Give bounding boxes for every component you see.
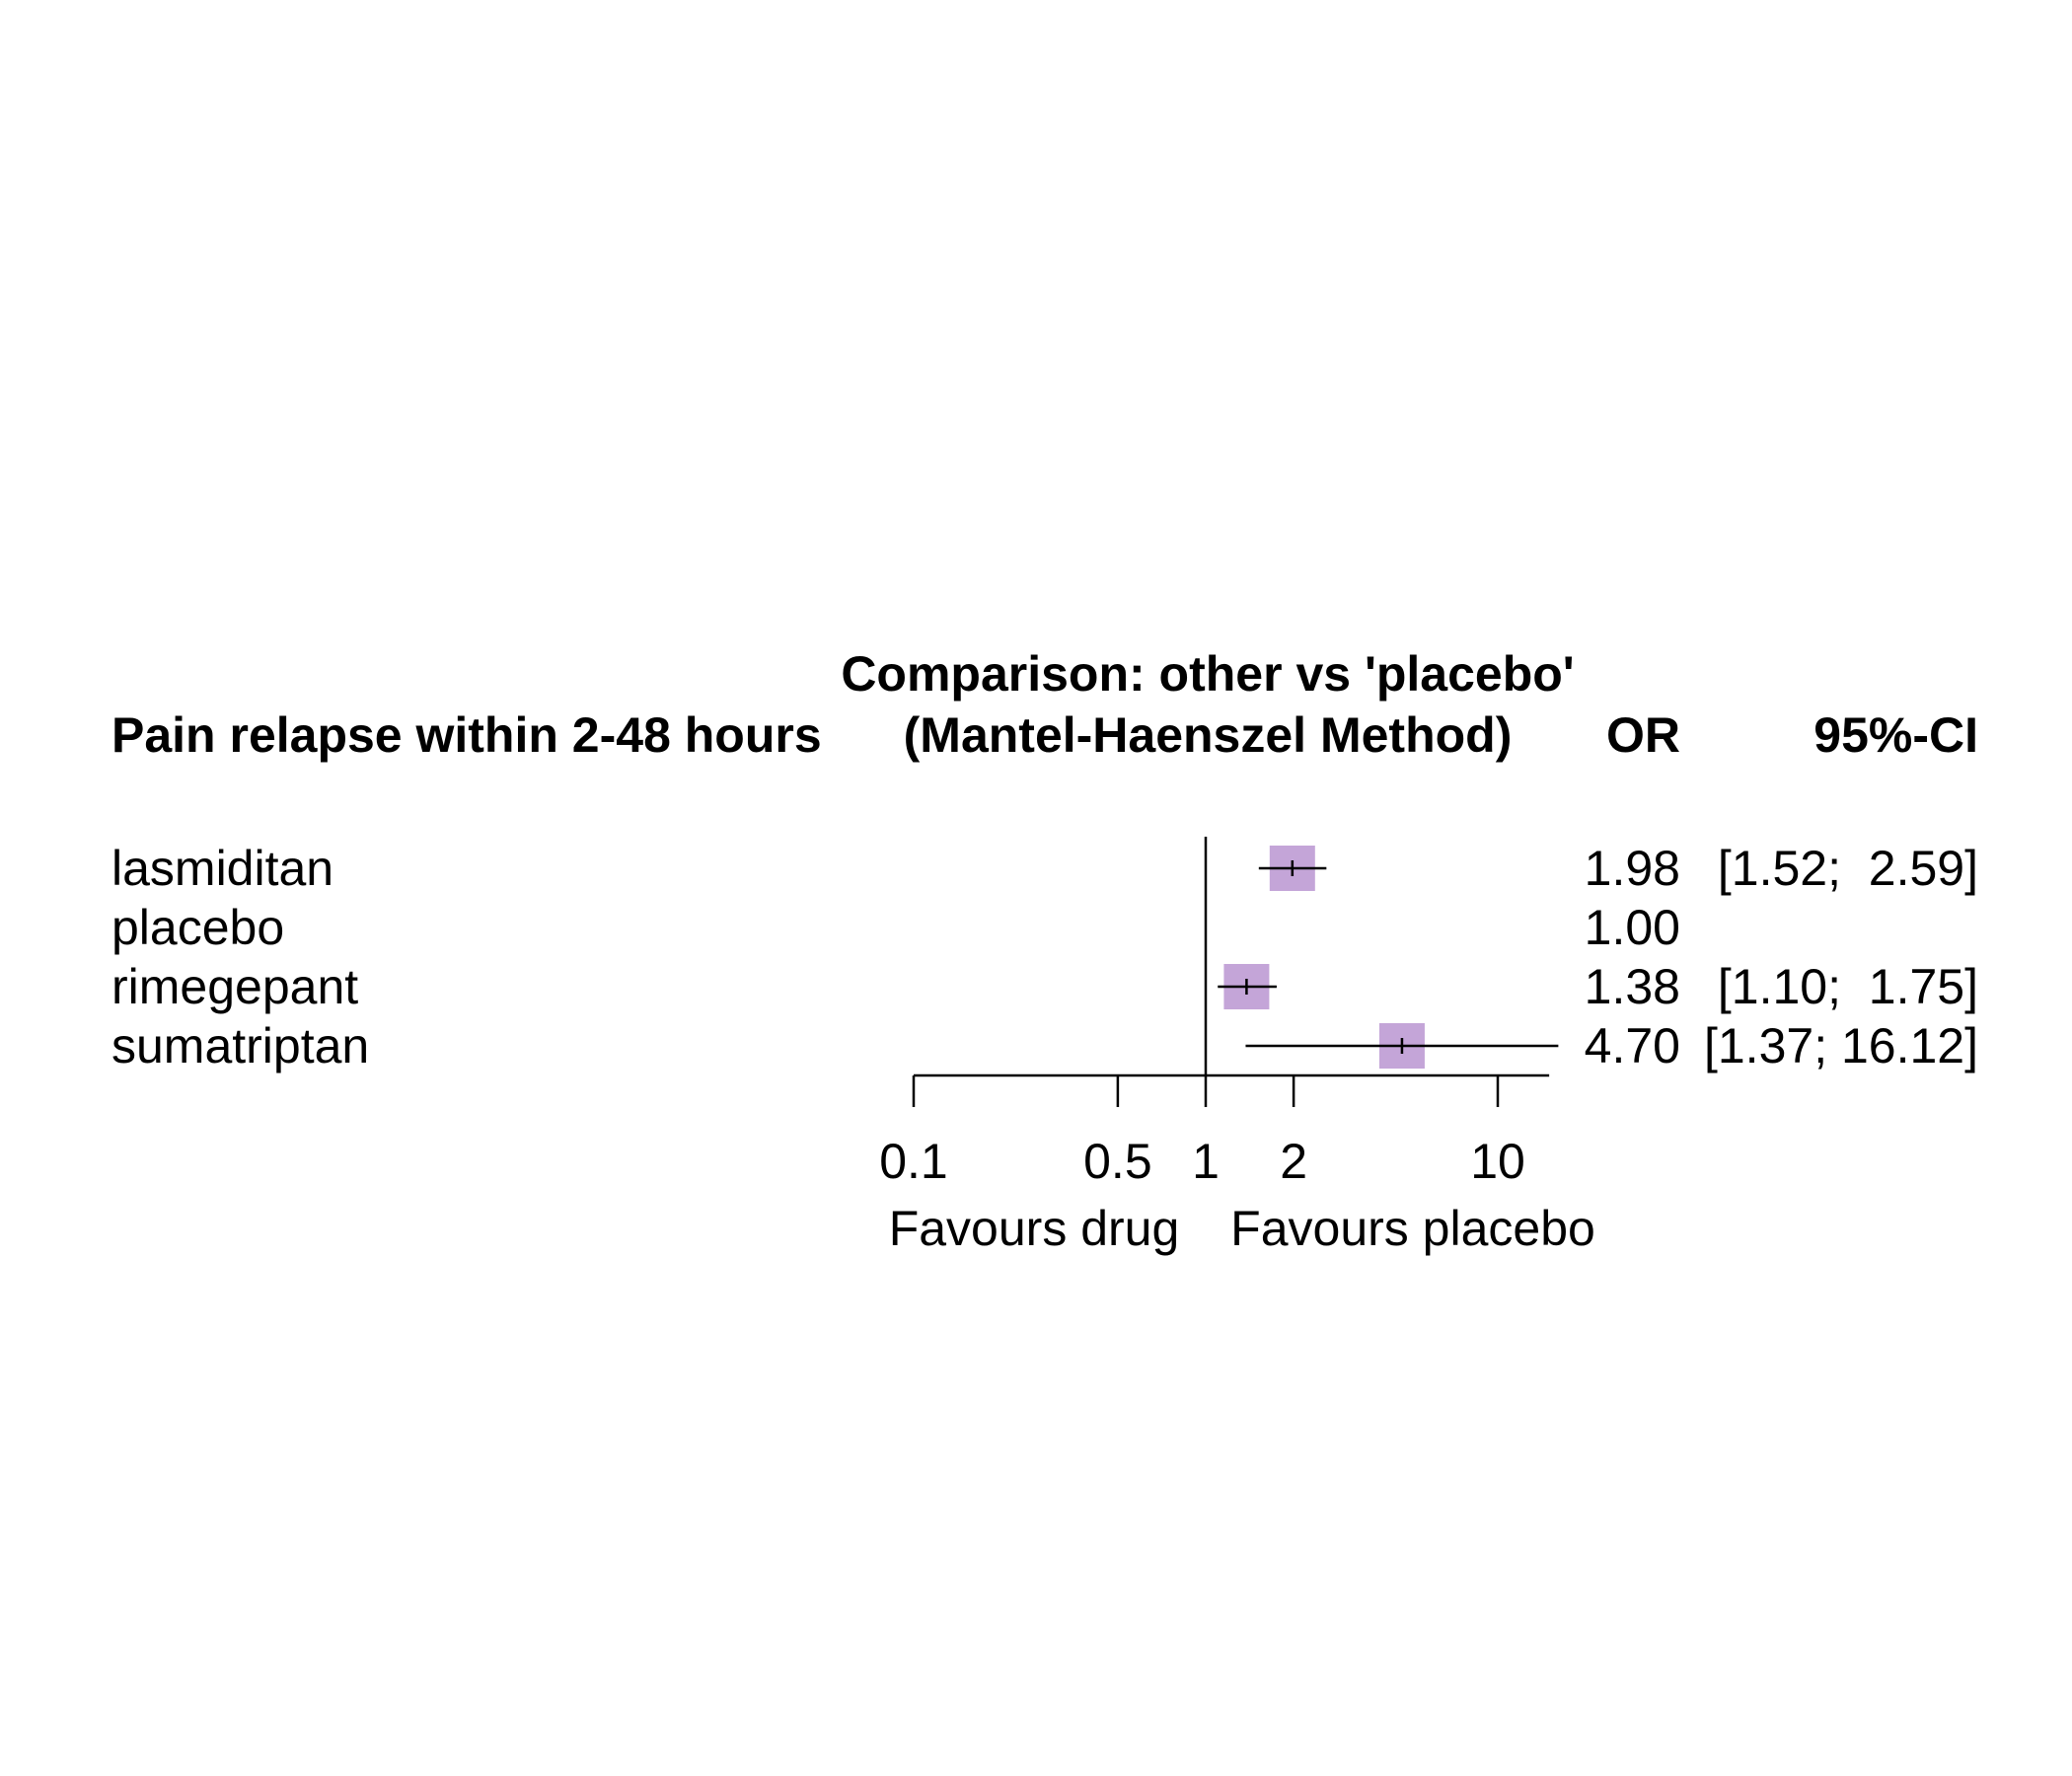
header-or: OR — [1606, 707, 1680, 763]
or-value-lasmiditan: 1.98 — [1585, 841, 1680, 896]
ci-value-rimegepant: [1.10; 1.75] — [1718, 959, 1978, 1014]
x-tick-label: 0.1 — [879, 1134, 948, 1189]
or-value-sumatriptan: 4.70 — [1585, 1018, 1680, 1073]
ci-value-lasmiditan: [1.52; 2.59] — [1718, 841, 1978, 896]
x-tick-label: 0.5 — [1083, 1134, 1152, 1189]
header-outcome: Pain relapse within 2-48 hours — [111, 707, 822, 763]
x-tick-label: 1 — [1192, 1134, 1220, 1189]
row-label-sumatriptan: sumatriptan — [111, 1018, 369, 1073]
header-comparison-line1: Comparison: other vs 'placebo' — [841, 646, 1574, 702]
or-value-rimegepant: 1.38 — [1585, 959, 1680, 1014]
header-ci: 95%-CI — [1813, 707, 1978, 763]
x-tick-label: 2 — [1280, 1134, 1307, 1189]
ci-value-sumatriptan: [1.37; 16.12] — [1704, 1018, 1978, 1073]
favours-drug-label: Favours drug — [889, 1201, 1180, 1256]
header-comparison-line2: (Mantel-Haenszel Method) — [904, 707, 1513, 763]
row-label-lasmiditan: lasmiditan — [111, 841, 333, 896]
row-label-rimegepant: rimegepant — [111, 959, 358, 1014]
row-label-placebo: placebo — [111, 900, 284, 955]
x-tick-label: 10 — [1470, 1134, 1525, 1189]
or-value-placebo: 1.00 — [1585, 900, 1680, 955]
favours-placebo-label: Favours placebo — [1230, 1201, 1595, 1256]
